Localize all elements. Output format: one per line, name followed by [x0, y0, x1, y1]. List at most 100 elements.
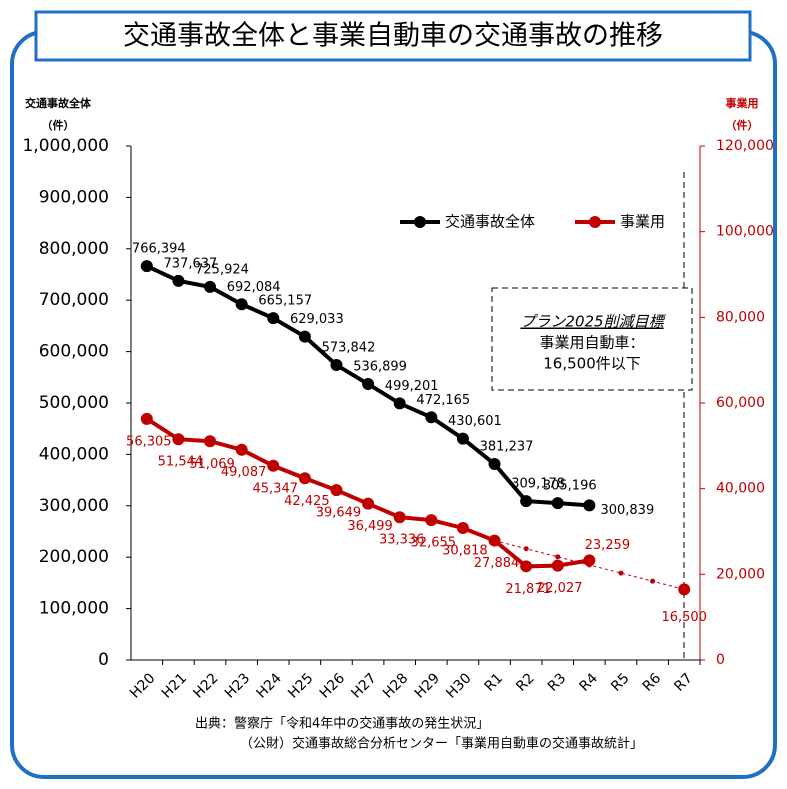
value-label: 56,305	[126, 434, 172, 449]
value-label: 430,601	[448, 414, 502, 429]
point	[583, 499, 596, 512]
x-tick-label: H21	[159, 670, 190, 701]
x-tick-label: H20	[127, 670, 158, 701]
point	[235, 298, 248, 311]
x-tick-label: H26	[317, 670, 348, 701]
value-label: 472,165	[416, 393, 470, 408]
annotation: プラン2025削減目標	[520, 313, 666, 331]
point	[520, 560, 533, 573]
point	[678, 583, 691, 596]
point	[362, 497, 375, 510]
y-tick-label: 700,000	[39, 290, 109, 310]
y2-tick-label: 20,000	[716, 566, 765, 582]
x-tick-label: H29	[412, 670, 443, 701]
x-tick-label: H24	[254, 670, 285, 701]
value-label: 536,899	[353, 360, 407, 375]
title-box	[34, 10, 752, 62]
value-label: 16,500	[661, 610, 707, 625]
point	[235, 443, 248, 456]
x-tick-label: H23	[222, 670, 253, 701]
value-label: 22,027	[537, 581, 583, 596]
y-tick-label: 100,000	[39, 599, 109, 619]
value-label: 665,157	[258, 294, 312, 309]
point	[298, 472, 311, 485]
trend-dot	[618, 570, 624, 576]
x-tick-label: R2	[513, 670, 537, 694]
y-tick-label: 400,000	[39, 444, 109, 464]
legend-label: 事業用	[620, 213, 665, 231]
point	[204, 435, 217, 448]
value-label: 381,237	[480, 440, 534, 455]
point	[456, 432, 469, 445]
value-label: 49,087	[221, 465, 267, 480]
point	[520, 495, 533, 508]
point	[267, 312, 280, 325]
point	[551, 559, 564, 572]
value-label: 45,347	[253, 481, 299, 496]
y-tick-label: 800,000	[39, 239, 109, 259]
x-tick-label: R5	[608, 670, 632, 694]
point	[488, 534, 501, 547]
value-label: 629,033	[290, 312, 344, 327]
trend-dot	[523, 546, 529, 552]
x-tick-label: H22	[190, 670, 221, 701]
point	[330, 359, 343, 372]
point	[298, 330, 311, 343]
point	[330, 484, 343, 497]
value-label: 21,871	[505, 582, 551, 597]
point	[172, 433, 185, 446]
y2-tick-label: 120,000	[716, 138, 774, 154]
legend-label: 交通事故全体	[445, 213, 535, 231]
frame	[10, 30, 777, 779]
x-tick-label: H25	[285, 670, 316, 701]
value-label: 573,842	[322, 341, 376, 356]
y-tick-label: 200,000	[39, 547, 109, 567]
y-tick-label: 0	[98, 650, 109, 670]
value-label: 39,649	[316, 506, 362, 521]
y2-label: 事業用	[726, 96, 759, 110]
y2-tick-label: 0	[716, 652, 725, 668]
value-label: 42,425	[284, 494, 330, 509]
y2-tick-label: 80,000	[716, 309, 765, 325]
point	[393, 397, 406, 410]
source: （公財）交通事故総合分析センター「事業用自動車の交通事故統計」	[240, 736, 643, 752]
legend-marker	[414, 216, 426, 228]
y-tick-label: 500,000	[39, 393, 109, 413]
y2-tick-label: 40,000	[716, 481, 765, 497]
value-label: 737,637	[164, 256, 218, 271]
point	[583, 554, 596, 567]
x-tick-label: R7	[671, 670, 695, 694]
value-label: 305,196	[543, 479, 597, 494]
trend-dot	[650, 578, 656, 584]
point	[362, 378, 375, 391]
value-label: 51,544	[158, 455, 204, 470]
value-label: 692,084	[227, 280, 281, 295]
value-label: 33,336	[379, 533, 425, 548]
value-label: 499,201	[385, 379, 439, 394]
point	[551, 497, 564, 510]
y-label: 交通事故全体	[25, 96, 92, 110]
annotation: 16,500件以下	[543, 355, 641, 373]
legend-marker	[589, 216, 601, 228]
point	[456, 521, 469, 534]
y2-tick-label: 60,000	[716, 395, 765, 411]
value-label: 51,069	[189, 457, 235, 472]
value-label: 766,394	[132, 242, 186, 257]
y-tick-label: 600,000	[39, 342, 109, 362]
y-tick-label: 1,000,000	[22, 136, 109, 156]
value-label: 725,924	[195, 262, 249, 277]
point	[393, 511, 406, 524]
source: 出典：警察庁「令和4年中の交通事故の発生状況」	[195, 716, 489, 732]
y-tick-label: 900,000	[39, 187, 109, 207]
x-tick-label: H27	[348, 670, 379, 701]
x-tick-label: H28	[380, 670, 411, 701]
point	[267, 459, 280, 472]
trend-dot	[555, 554, 561, 560]
point	[488, 458, 501, 471]
point	[140, 412, 153, 425]
x-tick-label: H30	[443, 670, 474, 701]
y-tick-label: 300,000	[39, 496, 109, 516]
value-label: 23,259	[585, 538, 631, 553]
